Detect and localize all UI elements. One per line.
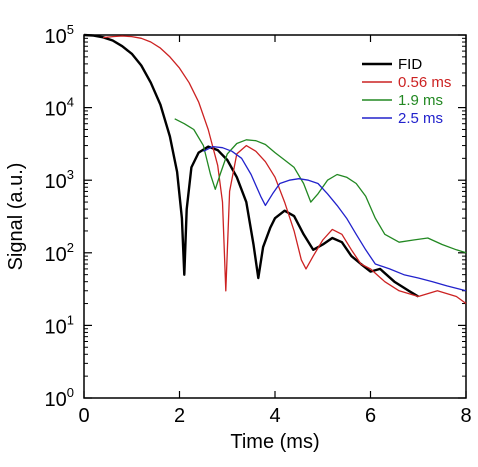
legend-label: FID [398, 56, 422, 73]
series-line-1 [103, 35, 467, 305]
x-axis-title: Time (ms) [230, 431, 319, 453]
series-line-3 [203, 145, 467, 292]
ticks-layer: 0 2 4 6 8 100 101 102 103 104 105 [45, 22, 472, 427]
y-tick-label: 100 [45, 385, 74, 411]
y-tick-label: 102 [45, 240, 74, 266]
y-tick-label: 101 [45, 312, 74, 338]
x-tick-label: 6 [365, 405, 376, 427]
x-tick-label: 2 [174, 405, 185, 427]
legend-label: 2.5 ms [398, 110, 443, 127]
legend-label: 0.56 ms [398, 74, 451, 91]
x-tick-label: 0 [78, 405, 89, 427]
y-tick-label: 105 [45, 22, 74, 48]
series-layer [83, 33, 467, 305]
x-tick-label: 4 [269, 405, 280, 427]
x-tick-label: 8 [460, 405, 471, 427]
series-line-2 [174, 118, 467, 254]
legend-label: 1.9 ms [398, 92, 443, 109]
series-line-0 [83, 33, 419, 298]
y-tick-label: 103 [45, 167, 74, 193]
y-tick-label: 104 [45, 95, 74, 121]
y-axis-title: Signal (a.u.) [5, 163, 27, 271]
